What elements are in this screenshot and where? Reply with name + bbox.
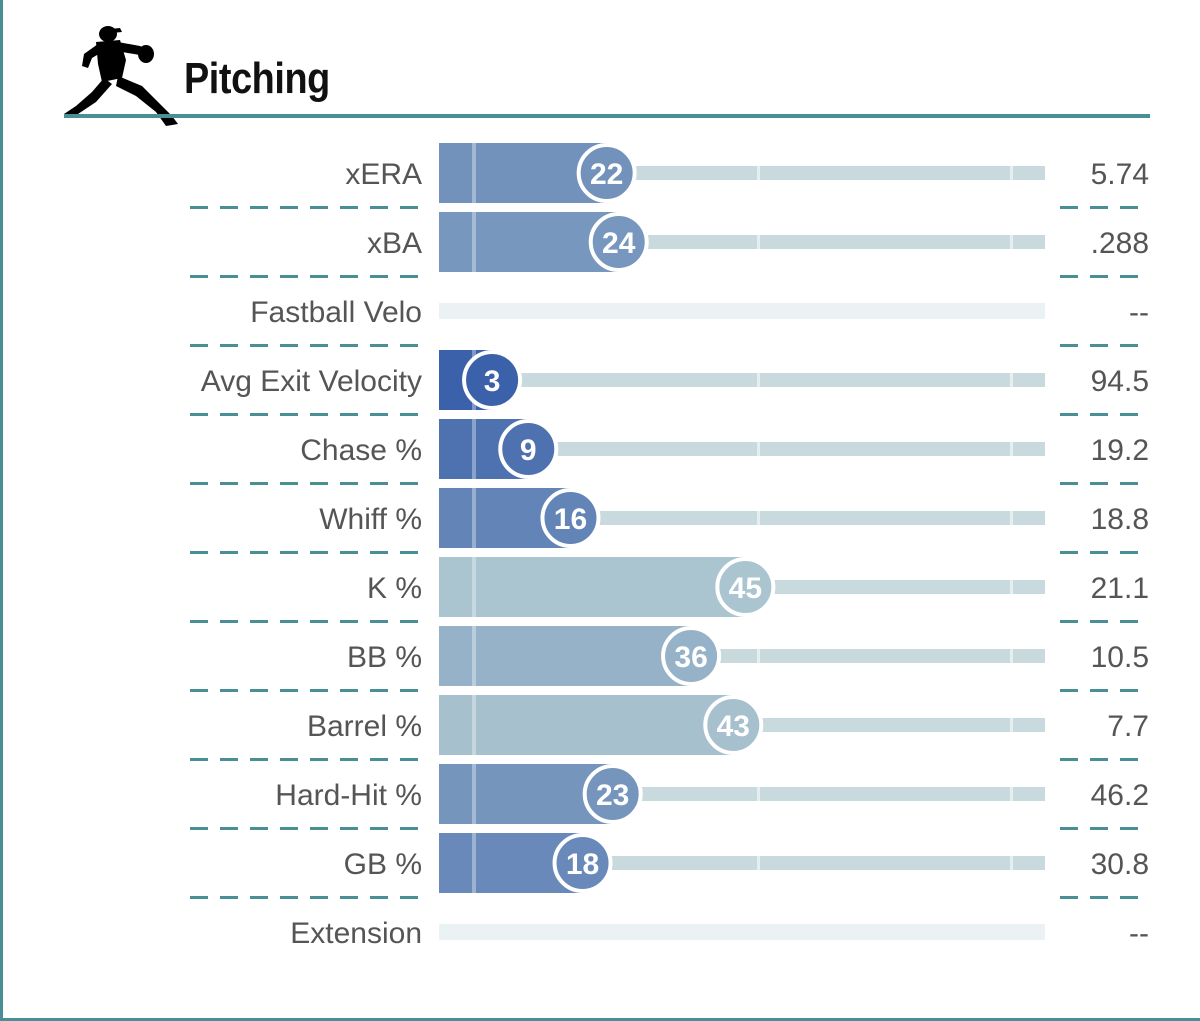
track-tick — [1010, 856, 1013, 870]
percentile-bar — [439, 695, 734, 755]
track-tick — [757, 649, 760, 663]
metric-row: xBA .288 24 — [190, 212, 1150, 278]
empty-track — [439, 303, 1045, 319]
bar-guide-line — [472, 488, 476, 548]
metric-value: 30.8 — [1091, 848, 1149, 881]
metric-row: Fastball Velo -- — [190, 296, 1150, 347]
track-tick — [757, 235, 760, 249]
percentile-number: 24 — [602, 227, 636, 260]
metric-value: 19.2 — [1091, 434, 1149, 467]
metric-label: GB % — [344, 848, 422, 881]
metric-row: Hard-Hit % 46.2 23 — [190, 764, 1150, 830]
track-tick — [757, 166, 760, 180]
percentile-marker — [588, 212, 649, 272]
percentile-number: 43 — [717, 710, 750, 743]
metric-label: K % — [367, 572, 422, 605]
percentile-number: 18 — [566, 848, 599, 881]
bar-guide-line — [472, 212, 476, 272]
metric-value: 18.8 — [1091, 503, 1149, 536]
percentile-marker — [462, 350, 523, 410]
track-tick — [1010, 649, 1013, 663]
track-tick — [757, 787, 760, 801]
percentile-number: 9 — [520, 434, 537, 467]
track-tick — [1010, 511, 1013, 525]
bar-guide-line — [472, 143, 476, 203]
percentile-bar — [439, 626, 692, 686]
percentile-track — [439, 373, 1045, 387]
percentile-number: 3 — [484, 365, 501, 398]
section-header: Pitching — [62, 20, 1152, 126]
percentile-track — [439, 442, 1045, 456]
metric-row: Avg Exit Velocity 94.5 3 — [190, 350, 1150, 416]
metric-value: .288 — [1091, 227, 1149, 260]
metric-row: Whiff % 18.8 16 — [190, 488, 1150, 554]
metric-value: 46.2 — [1091, 779, 1149, 812]
percentile-marker — [498, 419, 559, 479]
track-tick — [1010, 442, 1013, 456]
metric-row: GB % 30.8 18 — [190, 833, 1150, 899]
track-tick — [1010, 718, 1013, 732]
percentile-marker — [540, 488, 601, 548]
title-underline — [64, 114, 1150, 118]
bar-guide-line — [472, 626, 476, 686]
metric-label: Chase % — [300, 434, 422, 467]
metric-row: BB % 10.5 36 — [190, 626, 1150, 692]
metric-row: K % 21.1 45 — [190, 557, 1150, 623]
track-tick — [757, 511, 760, 525]
track-tick — [757, 856, 760, 870]
metric-label: xERA — [345, 158, 422, 191]
metric-label: Fastball Velo — [250, 296, 422, 329]
track-tick — [1010, 235, 1013, 249]
metric-label: Extension — [290, 917, 422, 950]
percentile-marker — [703, 695, 764, 755]
bar-guide-line — [472, 833, 476, 893]
metric-label: Barrel % — [307, 710, 422, 743]
track-tick — [1010, 373, 1013, 387]
metric-row: Extension -- — [290, 917, 1149, 950]
empty-track — [439, 924, 1045, 940]
percentile-bar — [439, 557, 746, 617]
percentile-number: 36 — [674, 641, 707, 674]
metric-row: xERA 5.74 22 — [190, 143, 1150, 209]
track-tick — [757, 373, 760, 387]
metric-label: Hard-Hit % — [275, 779, 422, 812]
metric-value: -- — [1129, 296, 1149, 329]
percentile-marker — [582, 764, 643, 824]
bar-guide-line — [472, 695, 476, 755]
percentile-marker — [576, 143, 637, 203]
metric-label: xBA — [367, 227, 422, 260]
percentile-number: 16 — [554, 503, 587, 536]
percentile-number: 23 — [596, 779, 629, 812]
track-tick — [1010, 580, 1013, 594]
bar-guide-line — [472, 557, 476, 617]
metric-value: 5.74 — [1091, 158, 1149, 191]
metric-row: Barrel % 7.7 43 — [190, 695, 1150, 761]
pitcher-silhouette-icon — [64, 26, 178, 126]
metric-label: Avg Exit Velocity — [201, 365, 422, 398]
bar-guide-line — [472, 419, 476, 479]
metric-row: Chase % 19.2 9 — [190, 419, 1150, 485]
metric-value: 94.5 — [1091, 365, 1149, 398]
metric-label: BB % — [347, 641, 422, 674]
track-tick — [1010, 166, 1013, 180]
metric-value: 21.1 — [1091, 572, 1149, 605]
percentile-marker — [552, 833, 613, 893]
metric-value: 10.5 — [1091, 641, 1149, 674]
metric-value: 7.7 — [1107, 710, 1149, 743]
bar-guide-line — [472, 764, 476, 824]
metric-value: -- — [1129, 917, 1149, 950]
metric-label: Whiff % — [319, 503, 422, 536]
percentile-marker — [715, 557, 776, 617]
percentile-marker — [661, 626, 722, 686]
track-tick — [757, 442, 760, 456]
track-tick — [1010, 787, 1013, 801]
percentile-number: 22 — [590, 158, 623, 191]
page-title: Pitching — [184, 54, 330, 103]
percentile-number: 45 — [729, 572, 762, 605]
